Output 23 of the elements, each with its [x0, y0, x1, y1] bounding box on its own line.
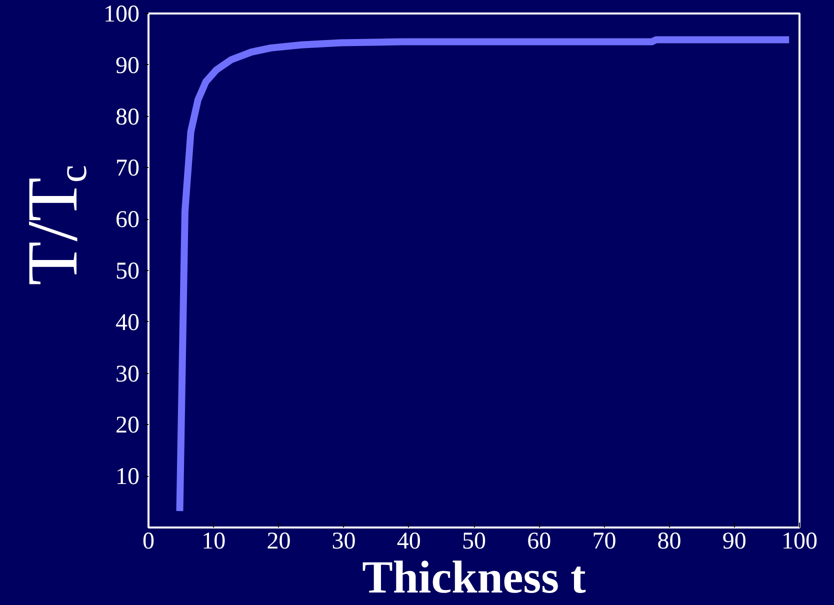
y-tick-label: 90 — [116, 52, 140, 79]
y-tick-label: 40 — [116, 310, 140, 336]
x-tick-label: 90 — [722, 528, 746, 554]
x-tick-label: 100 — [782, 528, 818, 554]
x-tick-label: 80 — [657, 528, 682, 554]
y-tick-label: 80 — [116, 104, 140, 130]
y-tick-label: 70 — [116, 156, 140, 182]
y-tick-label: 20 — [116, 412, 140, 439]
x-tick-label: 70 — [592, 528, 616, 554]
y-axis-title: T/Tc — [12, 164, 95, 286]
x-tick-label: 60 — [527, 528, 552, 554]
y-tick-label: 60 — [116, 207, 140, 234]
x-tick-label: 30 — [332, 528, 356, 554]
x-tick-label: 0 — [142, 528, 154, 554]
x-tick-label: 10 — [202, 528, 226, 554]
y-tick-label: 100 — [104, 2, 140, 28]
x-tick-label: 20 — [266, 528, 291, 554]
y-tick-label: 50 — [116, 258, 140, 284]
x-axis-title: Thickness t — [362, 552, 587, 602]
y-tick-label: 30 — [116, 361, 140, 388]
x-tick-label: 50 — [462, 528, 486, 554]
y-tick-label: 10 — [116, 464, 140, 490]
x-tick-label: 40 — [396, 528, 421, 554]
